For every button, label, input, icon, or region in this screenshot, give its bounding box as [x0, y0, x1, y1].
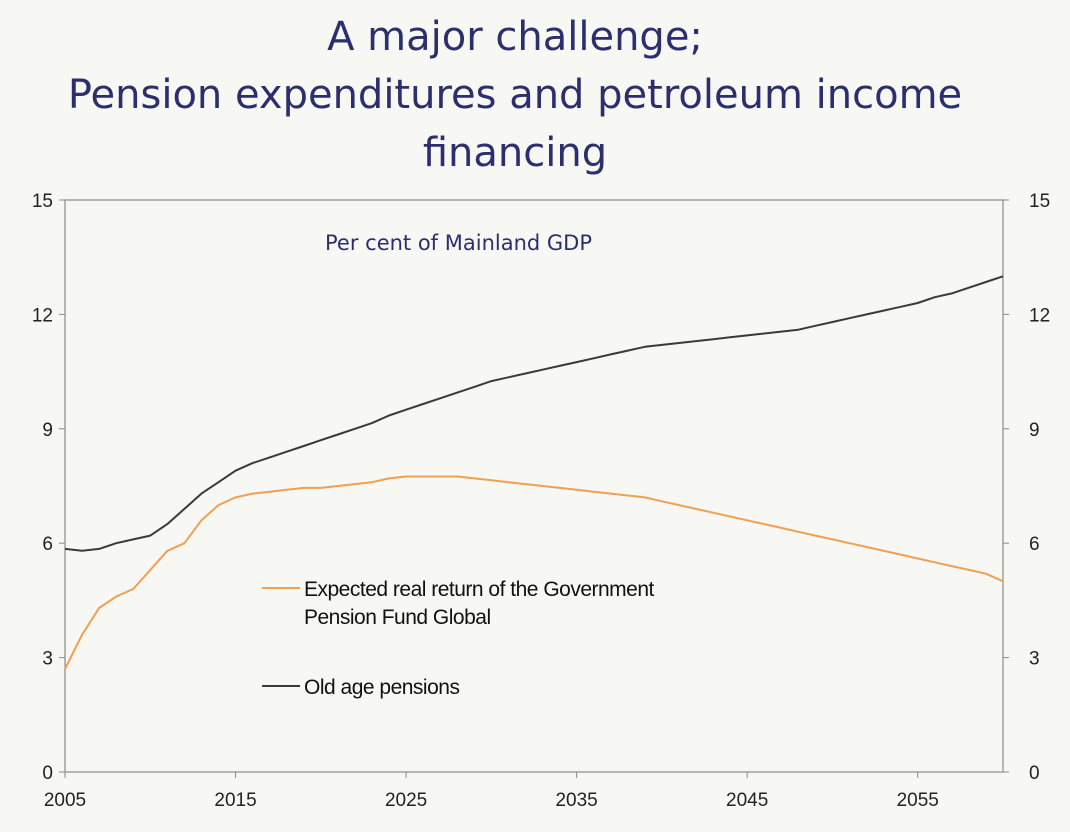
series-line-old-age-pensions	[64, 275, 1004, 552]
y-tick-label-right: 9	[1029, 420, 1040, 441]
y-tick-label-left: 3	[42, 649, 53, 670]
x-tick-label: 2035	[555, 790, 597, 811]
legend: Expected real return of the Government P…	[262, 578, 655, 699]
series-layer	[64, 275, 1004, 670]
legend-label-expected-return-line2: Pension Fund Global	[304, 606, 491, 629]
x-tick-label: 2015	[214, 790, 256, 811]
y-tick-label-right: 6	[1029, 534, 1040, 555]
legend-label-old-age-pensions: Old age pensions	[304, 676, 459, 699]
title-line-2: Pension expenditures and petroleum incom…	[67, 72, 963, 118]
y-tick-label-left: 0	[42, 763, 53, 784]
y-tick-label-right: 0	[1029, 763, 1040, 784]
y-tick-label-left: 15	[32, 191, 53, 212]
y-tick-label-left: 12	[32, 305, 53, 326]
plot-area-border	[64, 199, 1004, 773]
y-tick-label-right: 3	[1029, 649, 1040, 670]
x-tick-label: 2005	[44, 790, 86, 811]
plot-frame	[64, 199, 1004, 773]
x-axis-ticks: 2005 2015 2025 2035 2045 2055	[44, 772, 939, 811]
y-axis-right-ticks: 0 3 6 9 12 15	[1003, 191, 1050, 784]
x-tick-label: 2045	[726, 790, 768, 811]
y-tick-label-left: 9	[42, 420, 53, 441]
page-title: A major challenge; Pension expenditures …	[0, 8, 1030, 182]
title-line-3: financing	[422, 130, 608, 176]
series-line-expected-return	[64, 475, 1004, 670]
x-tick-label: 2025	[385, 790, 427, 811]
chart-subtitle: Per cent of Mainland GDP	[325, 231, 592, 255]
y-tick-label-right: 12	[1029, 305, 1050, 326]
x-tick-label: 2055	[897, 790, 939, 811]
legend-label-expected-return-line1: Expected real return of the Government	[304, 578, 655, 601]
y-tick-label-left: 6	[42, 534, 53, 555]
title-line-1: A major challenge;	[327, 14, 703, 60]
y-tick-label-right: 15	[1029, 191, 1050, 212]
y-axis-left-ticks: 0 3 6 9 12 15	[32, 191, 65, 784]
